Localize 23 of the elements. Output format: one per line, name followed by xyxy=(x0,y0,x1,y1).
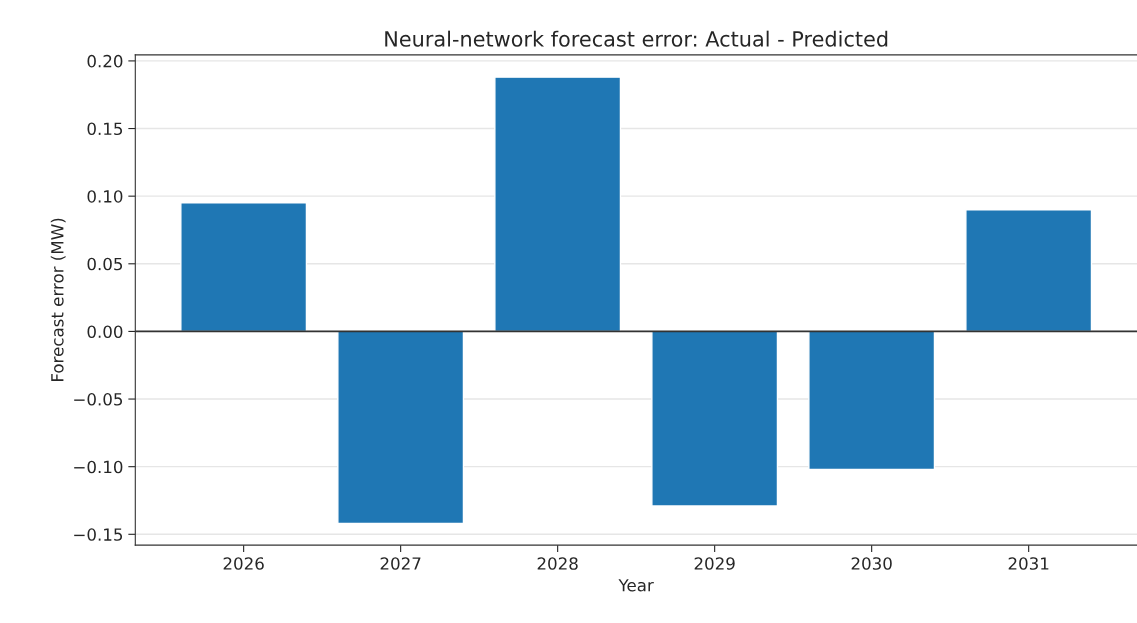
bar xyxy=(808,330,936,471)
bar xyxy=(337,330,465,525)
bar xyxy=(651,330,779,507)
y-tick-label: −0.10 xyxy=(74,460,123,474)
x-tick-label: 2027 xyxy=(380,557,421,570)
y-tick-label: 0.00 xyxy=(87,325,123,338)
x-axis-title: Year xyxy=(618,579,654,592)
bar xyxy=(494,76,622,333)
x-tick-label: 2029 xyxy=(694,557,735,570)
y-tick-label: 0.15 xyxy=(87,122,123,136)
x-tick-label: 2026 xyxy=(223,557,264,570)
x-tick-label: 2028 xyxy=(537,557,578,570)
x-tick-label: 2030 xyxy=(851,557,892,570)
y-tick-label: −0.05 xyxy=(74,393,123,406)
bar xyxy=(180,202,308,333)
y-tick-label: 0.05 xyxy=(87,257,123,271)
y-axis-title: Forecast error (MW) xyxy=(50,218,66,381)
bar xyxy=(965,208,1093,333)
y-tick-label: 0.20 xyxy=(87,54,123,68)
x-tick-label: 2031 xyxy=(1008,557,1049,570)
chart-title: Neural-network forecast error: Actual - Predicted xyxy=(385,30,888,47)
y-tick-label: 0.10 xyxy=(87,190,123,203)
y-tick-label: −0.15 xyxy=(74,528,123,541)
